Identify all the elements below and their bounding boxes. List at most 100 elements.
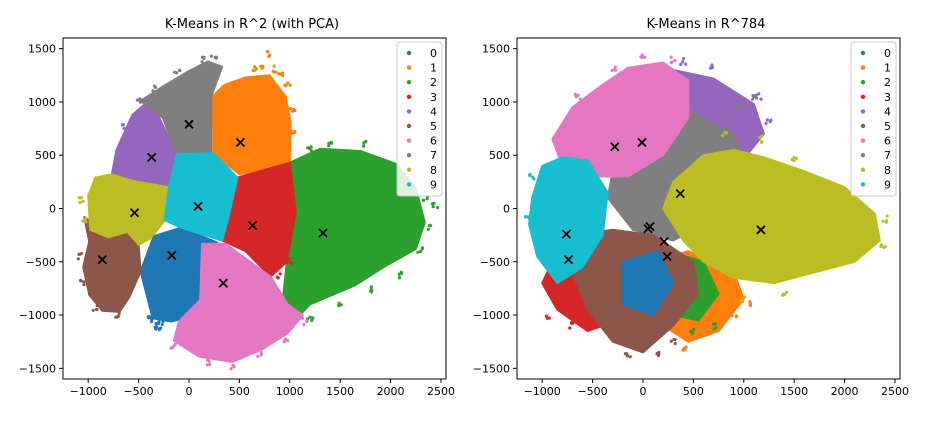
legend-label-4: 4: [884, 105, 891, 118]
cluster-2-point: [327, 141, 331, 145]
cluster-6-point: [302, 323, 306, 327]
cluster-6-point: [673, 59, 677, 63]
x-tick-label: 500: [229, 385, 250, 398]
cluster-1-point: [274, 70, 278, 74]
cluster-8-point: [792, 155, 796, 159]
cluster-7-region: [139, 60, 224, 156]
cluster-5-point: [95, 303, 99, 308]
cluster-5-point: [95, 307, 99, 311]
legend-marker-6: [406, 138, 412, 143]
cluster-8-point: [781, 293, 785, 297]
cluster-2-point: [692, 327, 696, 331]
cluster-1-point: [684, 345, 688, 349]
cluster-2-point: [435, 206, 440, 210]
cluster-7-point: [202, 56, 206, 61]
cluster-2-point: [309, 145, 313, 149]
cluster-4-point: [122, 126, 126, 130]
cluster-8-region: [87, 173, 170, 246]
cluster-7-point: [734, 107, 738, 111]
cluster-8-point: [884, 218, 889, 223]
cluster-3-point: [290, 261, 294, 265]
cluster-1-point: [259, 64, 263, 68]
plot-area: [76, 50, 440, 371]
cluster-2-point: [711, 322, 715, 326]
cluster-6-point: [231, 364, 235, 368]
cluster-2-region: [280, 147, 426, 327]
cluster-1-point: [252, 69, 256, 73]
cluster-2-point: [310, 318, 314, 323]
x-tick-label: 1000: [276, 385, 304, 398]
cluster-6-point: [610, 68, 614, 72]
centroid-5-marker: [643, 224, 653, 234]
legend-marker-4: [406, 109, 412, 114]
cluster-5-point: [79, 279, 83, 283]
cluster-4-point: [754, 96, 759, 100]
legend-marker-4: [860, 109, 866, 114]
centroid-9-marker: [193, 201, 203, 212]
cluster-8-point: [84, 217, 88, 221]
cluster-4-point: [754, 93, 758, 97]
cluster-8-point: [881, 219, 885, 223]
centroid-5-marker: [97, 255, 107, 265]
cluster-4-point: [684, 62, 688, 66]
cluster-4-point: [757, 92, 761, 96]
y-tick-label: 1500: [28, 43, 56, 56]
cluster-0-point: [155, 326, 159, 330]
cluster-2-point: [422, 198, 426, 202]
legend-label-1: 1: [430, 62, 437, 75]
cluster-9-region: [163, 152, 239, 242]
x-tick-label: 2000: [377, 385, 405, 398]
cluster-1-point: [748, 304, 753, 308]
cluster-8-point: [721, 133, 725, 137]
centroid-2-marker: [318, 228, 328, 238]
legend-label-3: 3: [884, 91, 891, 104]
cluster-0-point: [150, 312, 154, 316]
cluster-1-point: [292, 131, 296, 135]
cluster-4-point: [759, 97, 763, 101]
chart-title: K-Means in R^784: [647, 17, 766, 32]
cluster-5-point: [628, 355, 632, 359]
cluster-0-point: [150, 316, 154, 320]
cluster-3-point: [278, 272, 282, 276]
cluster-6-region: [172, 242, 304, 363]
legend-label-4: 4: [430, 105, 437, 118]
cluster-2-point: [418, 250, 422, 254]
legend-label-2: 2: [430, 76, 437, 89]
cluster-2-point: [426, 227, 430, 231]
legend-label-7: 7: [884, 149, 891, 162]
cluster-8-point: [760, 140, 764, 144]
y-tick-label: 1500: [482, 43, 510, 56]
cluster-5-point: [625, 352, 629, 356]
cluster-8-point: [795, 156, 799, 161]
cluster-2-point: [362, 140, 366, 145]
cluster-1-point: [254, 67, 258, 71]
x-tick-label: 1000: [730, 385, 758, 398]
cluster-8-point: [879, 243, 884, 247]
cluster-3-point: [276, 276, 280, 280]
legend-marker-2: [406, 80, 412, 85]
cluster-0-point: [154, 322, 158, 326]
cluster-1-point: [681, 348, 685, 352]
legend-marker-7: [406, 153, 412, 158]
cluster-6-point: [208, 362, 212, 366]
cluster-2-point: [432, 201, 436, 205]
legend: 0 12 34 5 67 89: [850, 41, 897, 197]
cluster-2-point: [337, 303, 341, 308]
cluster-0-region: [621, 250, 675, 317]
cluster-6-point: [640, 53, 645, 57]
legend-label-9: 9: [884, 178, 891, 191]
x-axis: −1000 −500 0 500 1000 1500 2000 2500: [524, 379, 909, 398]
cluster-6-point: [255, 349, 259, 353]
cluster-1-point: [253, 65, 257, 69]
cluster-7-point: [739, 103, 743, 108]
cluster-4-point: [679, 62, 683, 66]
cluster-0-point: [156, 322, 160, 326]
legend-label-2: 2: [884, 76, 891, 89]
cluster-4-point: [769, 118, 773, 122]
centroid-6-marker: [610, 142, 620, 152]
pca-kmeans-subplot: K-Means in R^2 (with PCA) −1000 −500 0 500 1…: [19, 17, 455, 398]
cluster-8-point: [758, 135, 762, 139]
cluster-1-point: [277, 72, 281, 76]
cluster-8-point: [81, 219, 85, 223]
